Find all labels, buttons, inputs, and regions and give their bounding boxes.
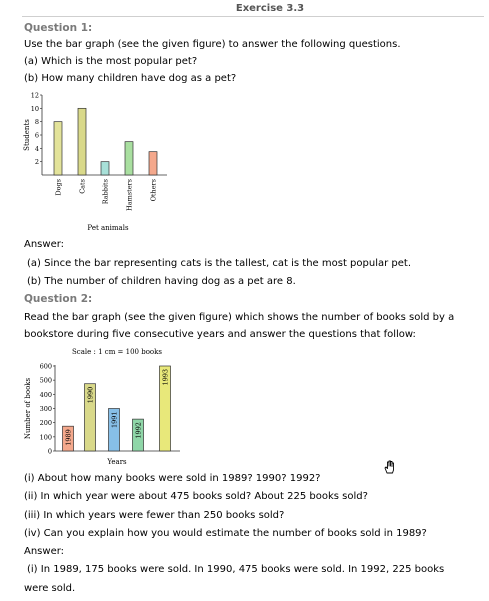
y-tick-label: 200 [40,419,52,427]
question-1-title: Question 1: [24,22,93,34]
question-2-answer-i-line-1: (i) In 1989, 175 books were sold. In 199… [27,564,445,575]
x-axis-label: Years [106,458,127,466]
question-2-part-ii: (ii) In which year were about 475 books … [24,491,368,502]
bar-1991 [108,408,120,452]
x-tick-label: Others [150,179,158,201]
bar-year-label: 1989 [65,429,73,446]
y-tick-label: 10 [31,105,39,113]
exercise-title: Exercise 3.3 [235,3,305,14]
bar-others [148,151,158,176]
bar-rabbits [100,161,110,176]
y-tick-label: 0 [48,448,52,456]
question-1-intro: Use the bar graph (see the given figure)… [24,39,401,50]
y-tick-label: 600 [40,363,52,371]
bar-year-label: 1993 [162,369,170,386]
y-tick-label: 12 [31,92,39,100]
y-axis-label: Number of books [24,377,32,439]
y-tick-label: 400 [40,391,52,399]
x-tick-label: Rabbits [102,179,110,204]
y-tick-label: 2 [35,158,39,166]
bar-1989 [62,425,74,452]
question-1-part-b: (b) How many children have dog as a pet? [24,73,237,84]
bar-year-label: 1990 [87,387,95,404]
question-2-answer-i-line-2: were sold. [24,583,76,594]
y-tick-label: 500 [40,377,52,385]
x-axis-label: Pet animals [87,224,129,232]
pets-bar-chart: 2 4 6 8 10 12 Students Dogs Cats Rabbits Hamsters O… [23,92,167,232]
header-divider [22,16,484,17]
bar-1990 [84,383,96,452]
bar-year-label: 1992 [135,422,143,439]
hand-cursor-icon [384,460,394,474]
x-tick-label: Dogs [55,179,63,196]
bar-dogs [53,121,63,176]
x-tick-label: Hamsters [126,179,134,211]
books-bar-chart: Scale : 1 cm = 100 books 0 100 200 300 400 500… [24,348,180,466]
y-tick-label: 300 [40,405,52,413]
y-tick-label: 8 [35,118,39,126]
question-1-answer-label: Answer: [24,239,65,250]
question-2-part-i: (i) About how many books were sold in 19… [24,473,321,484]
bar-1992 [132,418,144,452]
question-2-intro-line-2: bookstore during five consecutive years … [24,329,416,340]
x-tick-label: Cats [79,179,87,194]
question-1-answer-b: (b) The number of children having dog as… [27,276,296,287]
y-tick-label: 6 [35,132,39,140]
bar-cats [77,107,87,176]
question-1-part-a: (a) Which is the most popular pet? [24,56,198,67]
question-1-answer-a: (a) Since the bar representing cats is t… [27,258,411,269]
question-2-answer-label: Answer: [24,546,65,557]
question-2-title: Question 2: [24,293,93,305]
question-2-part-iv: (iv) Can you explain how you would estim… [24,528,427,539]
y-axis-label: Students [23,119,31,151]
question-2-part-iii: (iii) In which years were fewer than 250… [24,510,285,521]
bar-year-label: 1991 [111,412,119,429]
y-tick-label: 4 [35,145,39,153]
bar-1993 [159,365,171,452]
chart-title: Scale : 1 cm = 100 books [72,348,162,356]
y-tick-label: 100 [40,433,52,441]
bar-hamsters [124,141,134,176]
question-2-intro-line-1: Read the bar graph (see the given figure… [24,312,455,323]
